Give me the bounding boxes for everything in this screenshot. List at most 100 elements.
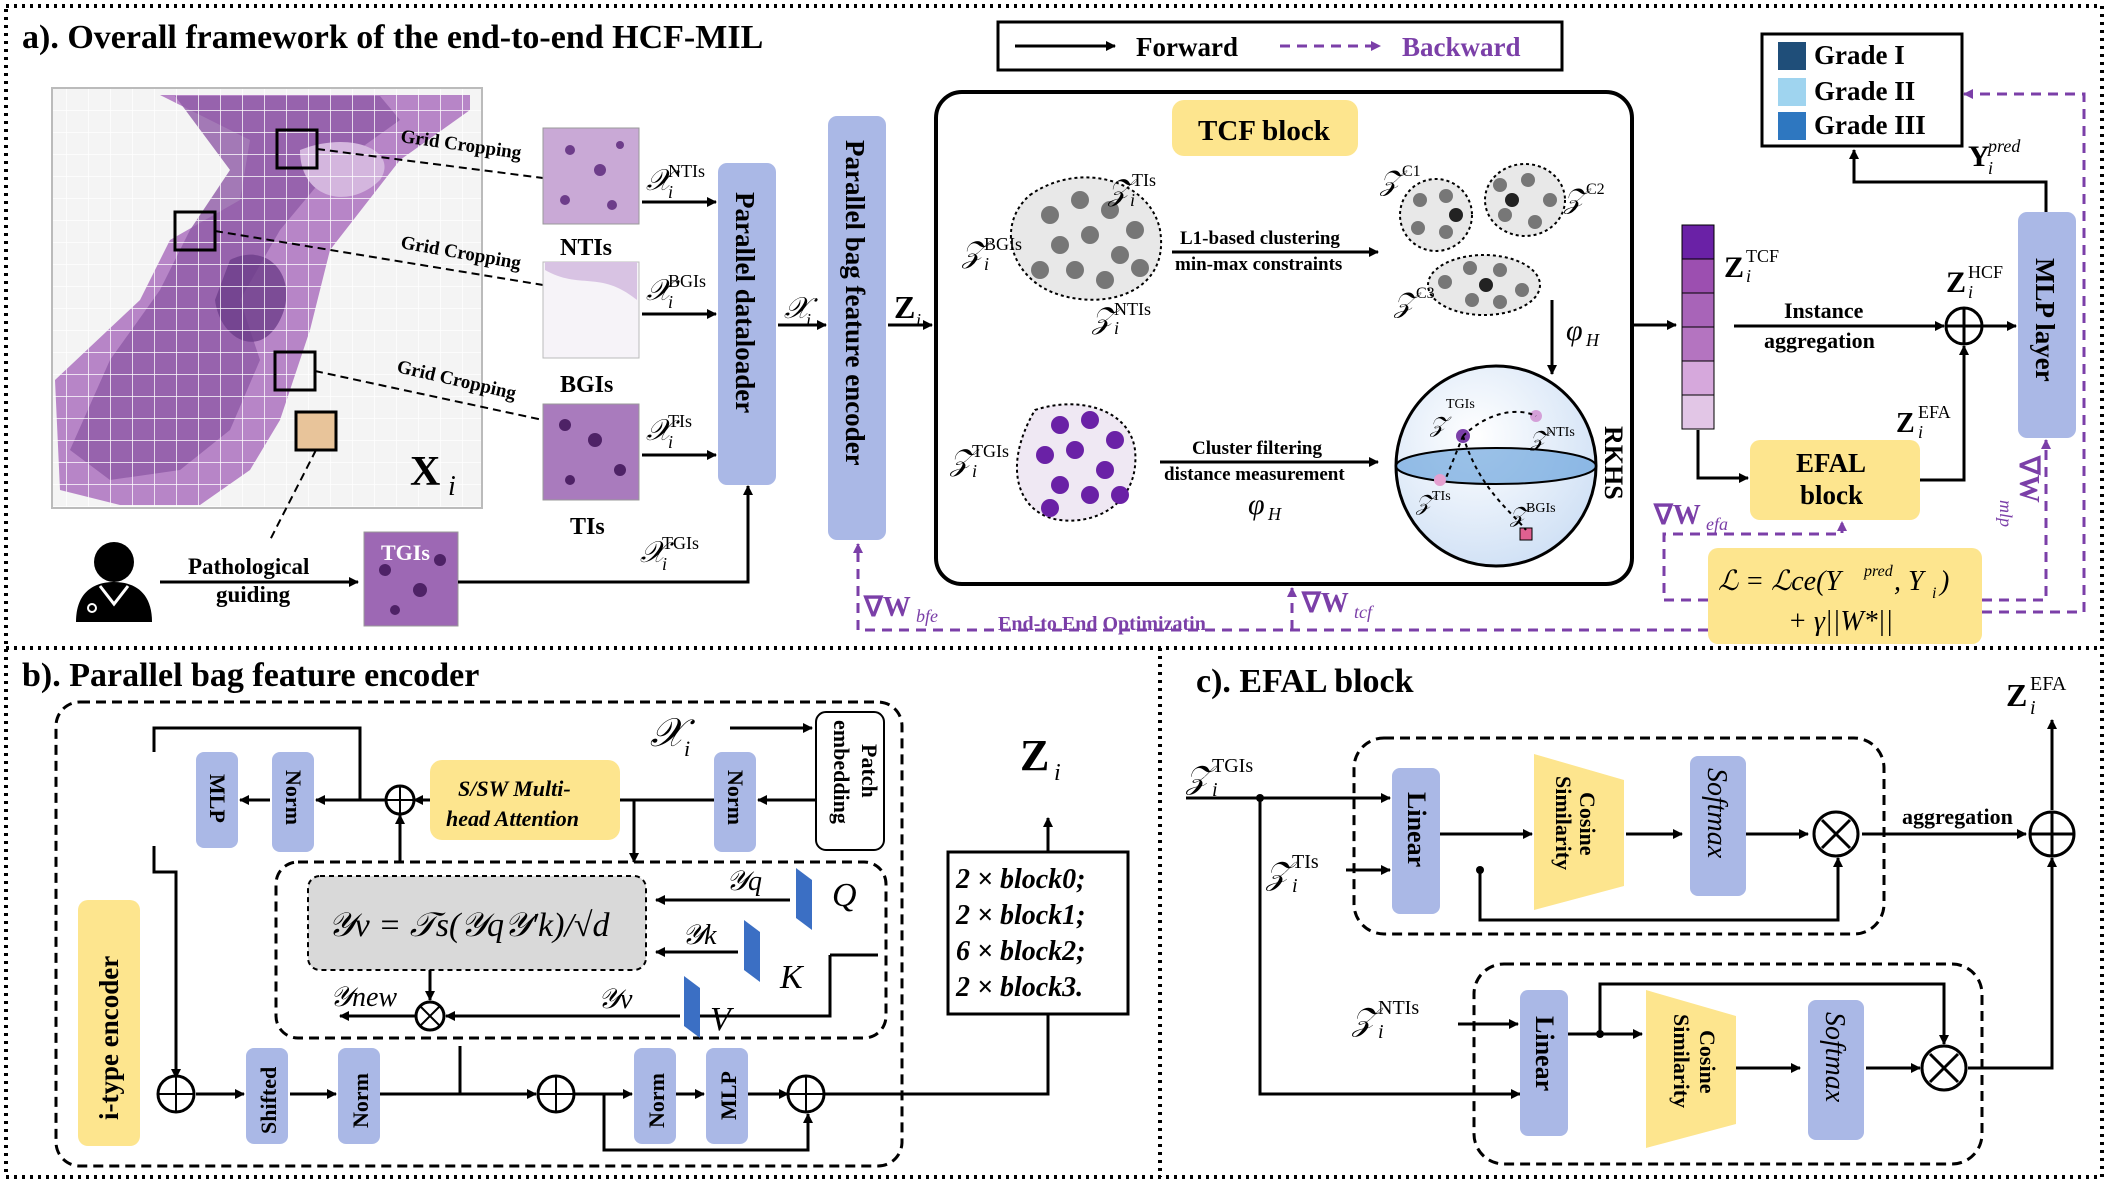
x-ntis-sup: NTIs [668, 161, 705, 181]
z-i-label: Z [894, 289, 915, 325]
cosine-box-1 [1534, 754, 1624, 910]
svg-text:H: H [1585, 330, 1600, 350]
y-new-label: 𝒴new [330, 982, 397, 1013]
svg-text:MLP: MLP [716, 1071, 741, 1120]
svg-text:i: i [972, 461, 977, 481]
wsi-image: X i [51, 87, 483, 509]
sum-circle-hcf [1944, 306, 1984, 346]
block-line-3: 2 × block3. [955, 972, 1083, 1003]
l1-clustering-2: min-max constraints [1175, 254, 1342, 275]
z-hcf-sup: HCF [1968, 262, 2003, 282]
svg-text:): ) [1938, 566, 1949, 597]
svg-text:𝒵: 𝒵 [1429, 412, 1452, 437]
z-efa-sup: EFA [1918, 402, 1951, 422]
patch-embedding-label-1: Patch [857, 744, 882, 798]
svg-text:tcf: tcf [1354, 602, 1375, 622]
svg-text:i: i [2030, 697, 2036, 719]
loss-line-2: + γ||W*|| [1788, 606, 1893, 637]
label-bgis: BGIs [560, 372, 613, 398]
x-tgis-sup: TGIs [662, 533, 699, 553]
svg-text:MLP: MLP [205, 774, 230, 823]
svg-text:Softmax: Softmax [1819, 1012, 1850, 1103]
svg-text:TGIs: TGIs [972, 441, 1009, 461]
attention-box [430, 760, 620, 840]
end-to-end-label: End-to End Optimizatin [998, 613, 1206, 635]
svg-text:TIs: TIs [1432, 489, 1451, 504]
z-tcf-sup: TCF [1746, 246, 1779, 266]
clusters-c123 [1399, 163, 1566, 316]
svg-text:i: i [668, 182, 673, 202]
y-v-label: 𝒴v [598, 984, 633, 1015]
svg-text:i: i [668, 292, 673, 312]
efal-connectors [1186, 719, 2057, 1099]
grades-legend: Grade I Grade II Grade III [1760, 32, 1964, 148]
svg-text:Linear: Linear [1530, 1016, 1559, 1091]
norm-box-2 [272, 752, 314, 852]
phi-h-1: φ [1566, 314, 1583, 347]
cluster-filtering-1: Cluster filtering [1192, 438, 1322, 459]
patch-bgis [542, 261, 640, 359]
z-tcf-bar [1681, 224, 1715, 430]
patch-embedding-label-2: embedding [829, 720, 854, 824]
efal-block-label-1: EFAL [1796, 448, 1866, 478]
grade-3-label: Grade III [1814, 110, 1926, 140]
y-pred-sup: pred [1986, 136, 2021, 156]
encoder-frame [54, 700, 904, 1168]
svg-text:, Y: , Y [1894, 566, 1927, 597]
svg-text:i: i [1378, 1021, 1384, 1043]
l1-clustering-1: L1-based clustering [1180, 228, 1340, 249]
label-ntis: NTIs [560, 235, 612, 261]
sum-circle-b2 [156, 1074, 196, 1114]
svg-text:BGIs: BGIs [984, 234, 1022, 254]
norm-box-3 [338, 1048, 380, 1144]
patch-embedding-box [815, 711, 885, 851]
v-label: V [710, 1001, 735, 1038]
x-tis-sup: TIs [668, 411, 692, 431]
z-ntis-c-sup: NTIs [1378, 997, 1419, 1019]
instance-aggregation-1: Instance [1784, 298, 1864, 323]
panel-c-title: c). EFAL block [1196, 663, 1414, 700]
wsi-label: X [410, 449, 440, 495]
qkv-planes [684, 868, 812, 1038]
z-tgis-c-sup: TGIs [1212, 755, 1253, 777]
formula: 𝒴v = 𝒯s(𝒴q𝒴′k)/√d [328, 907, 611, 944]
tcf-block-label: TCF block [1198, 115, 1331, 147]
attention-label-1: S/SW Multi- [458, 776, 571, 801]
svg-text:i: i [1746, 266, 1751, 286]
grad-tcf: ∇W [1301, 588, 1349, 619]
x-bgis-sup: BGIs [668, 271, 706, 291]
multiply-circle-c2 [1920, 1044, 1968, 1092]
sum-circle-b1 [384, 784, 416, 816]
svg-text:Cosine: Cosine [1575, 792, 1600, 856]
svg-text:i: i [662, 554, 667, 574]
rkhs-label: RKHS [1599, 426, 1628, 500]
svg-text:Cosine: Cosine [1695, 1030, 1720, 1094]
grade-1-label: Grade I [1814, 40, 1905, 70]
pathological-guiding-1: Pathological [188, 554, 309, 579]
norm-box-1 [714, 752, 756, 852]
grid-cropping-lines [214, 148, 544, 541]
block-line-0: 2 × block0; [955, 864, 1086, 895]
gray-cluster [1009, 176, 1163, 301]
x-i-label: 𝒳 [784, 292, 818, 325]
attention-label-2: head Attention [446, 806, 579, 831]
svg-text:i: i [1932, 585, 1936, 602]
norm-box-4 [634, 1048, 676, 1144]
cosine-box-2 [1646, 990, 1736, 1148]
svg-text:i: i [984, 254, 989, 274]
cluster-c2: C2 [1586, 181, 1605, 198]
rkhs-sphere [1394, 364, 1598, 568]
qkv-arrows [339, 895, 878, 1021]
grade-2-label: Grade II [1814, 76, 1915, 106]
z-tis-c-sup: TIs [1292, 851, 1319, 873]
formula-box [307, 875, 647, 971]
legend-forward: Forward [1136, 32, 1238, 62]
z-efa-out: Z [2006, 677, 2027, 713]
doctor-icon [76, 542, 152, 622]
svg-text:i: i [1054, 760, 1061, 786]
z-efa-out-sup: EFA [2030, 673, 2067, 695]
svg-text:Z: Z [1724, 251, 1744, 284]
x-arrows [458, 197, 753, 584]
wsi-label-sub: i [448, 471, 456, 502]
svg-text:Linear: Linear [1402, 792, 1431, 867]
